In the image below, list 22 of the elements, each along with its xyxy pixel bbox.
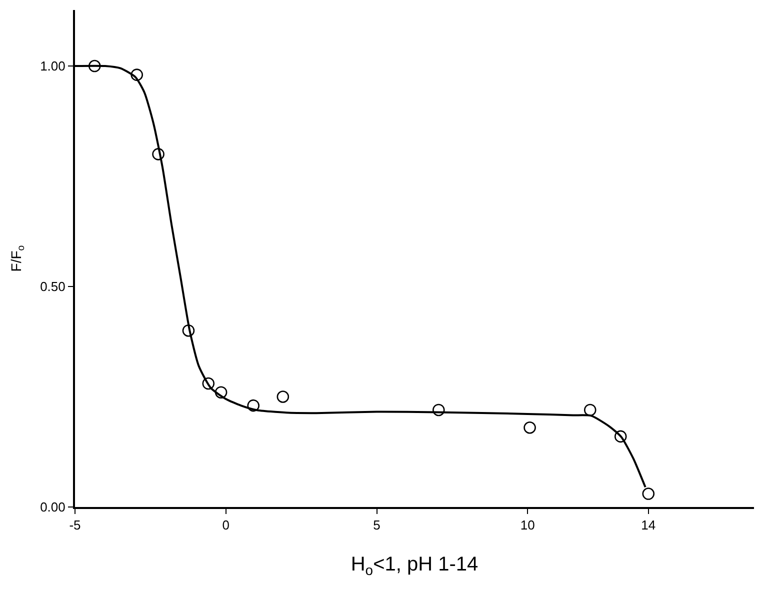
- point: [202, 377, 215, 390]
- point: [130, 68, 144, 81]
- x-tick-label: 14: [641, 518, 656, 533]
- x-tick-label: 0: [222, 518, 230, 533]
- x-axis-title: H$_{o}$<1, pH 1-14: [350, 554, 478, 578]
- point: [276, 390, 290, 403]
- point: [247, 399, 260, 412]
- point: [642, 488, 655, 500]
- point: [88, 60, 101, 72]
- y-tick-label: 1.00: [40, 58, 66, 74]
- x-tick-label: 10: [520, 518, 535, 533]
- x-tick-label: -5: [69, 518, 81, 533]
- y-tick-label: 0.00: [40, 500, 66, 515]
- point: [524, 421, 536, 434]
- point: [182, 324, 195, 337]
- point: [214, 386, 228, 398]
- point: [584, 404, 596, 416]
- point: [614, 430, 627, 443]
- point: [152, 148, 164, 160]
- point: [432, 404, 445, 416]
- y-tick-label: 0.50: [40, 279, 66, 294]
- x-tick-label: 5: [373, 518, 380, 533]
